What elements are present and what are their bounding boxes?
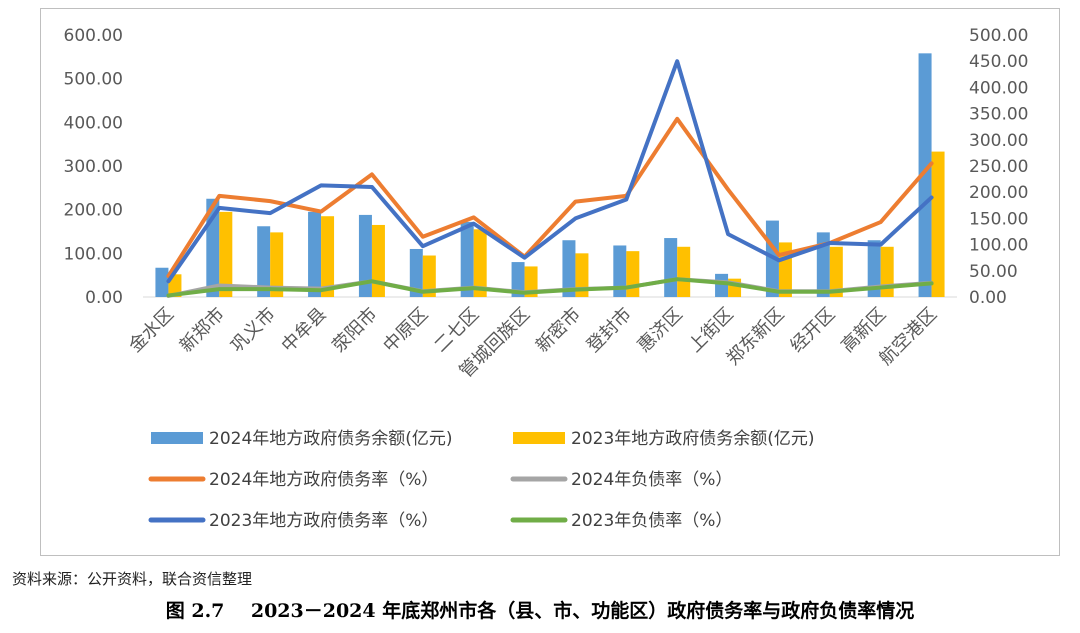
right-axis-tick-label: 0.00 <box>969 288 1007 308</box>
bar-2024-debt-balance <box>308 211 322 297</box>
bar-2024-debt-balance <box>562 240 576 297</box>
legend-label: 2023年地方政府债务余额(亿元) <box>571 429 815 449</box>
left-axis-tick-label: 600.00 <box>64 26 123 46</box>
right-axis-tick-label: 200.00 <box>969 183 1028 203</box>
bar-2024-debt-balance <box>460 221 474 297</box>
left-axis-tick-label: 500.00 <box>64 70 123 90</box>
left-axis-tick-label: 100.00 <box>64 244 123 264</box>
category-label: 惠济区 <box>634 304 687 357</box>
legend-label: 2023年地方政府债务率（%） <box>209 511 438 531</box>
left-axis-tick-label: 0.00 <box>85 288 123 308</box>
bar-2024-debt-balance <box>511 262 525 297</box>
legend-swatch-bar <box>513 432 565 444</box>
bar-2024-debt-balance <box>409 248 423 297</box>
bar-2023-debt-balance <box>931 151 945 297</box>
category-label: 经开区 <box>786 304 839 357</box>
figure-caption: 图 2.7 2023－2024 年底郑州市各（县、市、功能区）政府债务率与政府负… <box>165 600 915 622</box>
bar-2023-debt-balance <box>677 246 691 297</box>
category-label: 巩义市 <box>227 304 280 357</box>
legend-swatch-bar <box>151 432 203 444</box>
bar-2023-debt-balance <box>270 232 284 297</box>
right-axis-tick-label: 450.00 <box>969 52 1028 72</box>
right-axis-tick-label: 300.00 <box>969 131 1028 151</box>
legend-label: 2024年负债率（%） <box>571 470 732 490</box>
category-label: 中原区 <box>379 304 432 357</box>
line-2023-liability-ratio <box>166 277 934 298</box>
bar-2023-debt-balance <box>422 255 436 297</box>
legend-label: 2023年负债率（%） <box>571 511 732 531</box>
bar-2023-debt-balance <box>371 224 385 297</box>
right-axis-tick-label: 350.00 <box>969 105 1028 125</box>
bar-2024-debt-balance <box>358 214 372 297</box>
category-label: 荥阳市 <box>328 304 381 357</box>
right-axis-tick-label: 250.00 <box>969 157 1028 177</box>
bar-2024-debt-balance <box>257 226 271 297</box>
bar-2023-debt-balance <box>626 251 640 297</box>
category-label: 登封市 <box>583 304 636 357</box>
bar-2024-debt-balance <box>816 232 830 297</box>
bar-2024-debt-balance <box>918 53 932 298</box>
source-note: 资料来源：公开资料，联合资信整理 <box>12 570 253 588</box>
legend-label: 2024年地方政府债务率（%） <box>209 470 438 490</box>
category-label: 中牟县 <box>278 304 331 357</box>
right-axis-tick-label: 100.00 <box>969 236 1028 256</box>
right-axis-tick-label: 400.00 <box>969 78 1028 98</box>
line-2023-debt-ratio <box>166 59 934 284</box>
chart-svg: 0.00 100.00 200.00 300.00 400.00 500.00 600.00… <box>64 26 1029 531</box>
bar-2023-debt-balance <box>524 266 538 297</box>
bar-2023-debt-balance <box>575 253 589 297</box>
bar-2024-debt-balance <box>664 238 678 297</box>
bar-2024-debt-balance <box>155 267 169 297</box>
left-axis-tick-label: 200.00 <box>64 201 123 221</box>
bar-2023-debt-balance <box>473 229 487 297</box>
bar-2024-debt-balance <box>715 273 729 297</box>
legend-label: 2024年地方政府债务余额(亿元) <box>209 429 453 449</box>
bar-2024-debt-balance <box>867 240 881 297</box>
right-axis-tick-label: 500.00 <box>969 26 1028 46</box>
bar-2023-debt-balance <box>321 216 335 297</box>
category-label: 金水区 <box>125 304 178 357</box>
bar-2023-debt-balance <box>880 246 894 297</box>
right-axis-tick-label: 150.00 <box>969 209 1028 229</box>
left-axis-tick-label: 400.00 <box>64 113 123 133</box>
right-axis-tick-label: 50.00 <box>969 262 1018 282</box>
category-label: 新密市 <box>532 304 585 357</box>
left-axis-tick-label: 300.00 <box>64 157 123 177</box>
chart-frame: 0.00 100.00 200.00 300.00 400.00 500.00 600.00… <box>40 8 1060 556</box>
bar-2024-debt-balance <box>613 245 627 297</box>
bar-2023-debt-balance <box>219 211 233 297</box>
line-2024-debt-ratio <box>166 116 934 279</box>
bar-2023-debt-balance <box>829 246 843 297</box>
category-label: 新郑市 <box>176 304 229 357</box>
